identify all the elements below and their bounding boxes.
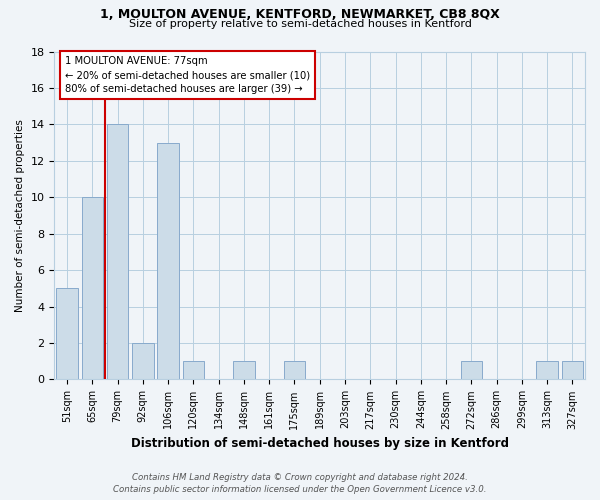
Bar (182, 361, 204, 380)
Text: 1, MOULTON AVENUE, KENTFORD, NEWMARKET, CB8 8QX: 1, MOULTON AVENUE, KENTFORD, NEWMARKET, … (100, 8, 500, 20)
Bar (56, 288, 78, 380)
Bar (233, 361, 254, 380)
Y-axis label: Number of semi-detached properties: Number of semi-detached properties (15, 119, 25, 312)
Text: 1 MOULTON AVENUE: 77sqm
← 20% of semi-detached houses are smaller (10)
80% of se: 1 MOULTON AVENUE: 77sqm ← 20% of semi-de… (65, 56, 310, 94)
Bar (107, 124, 128, 380)
Bar (82, 198, 103, 380)
Bar (562, 361, 583, 380)
Bar (461, 361, 482, 380)
Bar (536, 361, 558, 380)
Bar (132, 343, 154, 380)
Text: Contains HM Land Registry data © Crown copyright and database right 2024.
Contai: Contains HM Land Registry data © Crown c… (113, 473, 487, 494)
Bar (157, 142, 179, 380)
X-axis label: Distribution of semi-detached houses by size in Kentford: Distribution of semi-detached houses by … (131, 437, 509, 450)
Text: Size of property relative to semi-detached houses in Kentford: Size of property relative to semi-detach… (128, 19, 472, 29)
Bar (284, 361, 305, 380)
